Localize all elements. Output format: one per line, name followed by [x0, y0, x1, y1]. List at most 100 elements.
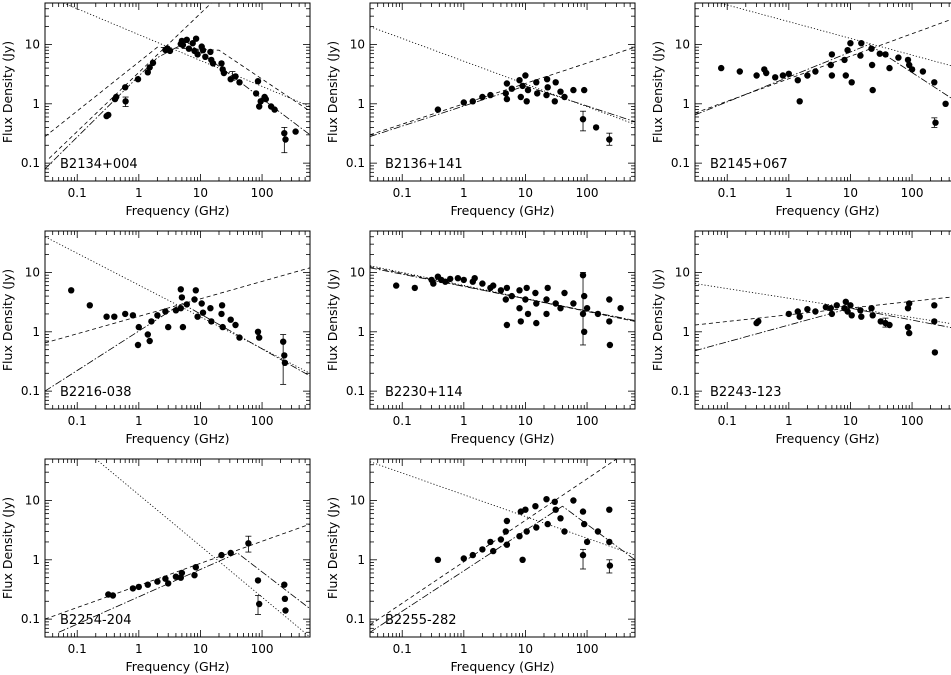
data-point: [192, 35, 200, 42]
data-point: [533, 300, 540, 307]
x-axis-title: Frequency (GHz): [126, 431, 230, 446]
data-point: [207, 48, 214, 56]
fit-line: [718, 3, 951, 67]
data-point: [544, 520, 551, 528]
data-point: [579, 116, 587, 123]
data-point: [129, 585, 137, 592]
data-point: [454, 275, 462, 282]
data-point: [847, 302, 854, 309]
data-point: [753, 72, 760, 79]
data-point: [503, 541, 511, 548]
y-tick-label: 10: [25, 265, 40, 279]
y-axis-title: Flux Density (Jy): [650, 269, 665, 371]
y-axis-title: Flux Density (Jy): [0, 41, 15, 143]
data-point: [848, 312, 855, 319]
plot-frame: [44, 230, 311, 410]
plot-frame: [694, 230, 951, 410]
data-point: [557, 88, 564, 95]
y-axis-title: Flux Density (Jy): [650, 41, 665, 143]
y-tick-label: 1: [32, 553, 40, 567]
data-point: [198, 300, 205, 307]
data-point: [111, 313, 118, 320]
x-tick-label: 100: [251, 414, 274, 428]
data-point: [256, 103, 263, 110]
y-tick-label: 10: [350, 265, 365, 279]
panel-label: B2255-282: [385, 613, 457, 628]
data-point: [129, 312, 137, 319]
data-point: [502, 528, 509, 535]
data-point: [508, 85, 515, 92]
data-point: [858, 40, 865, 47]
data-point: [828, 72, 836, 79]
data-point: [183, 36, 190, 43]
data-point: [557, 515, 564, 522]
data-point: [524, 86, 532, 94]
x-tick-label: 1: [135, 642, 143, 656]
x-tick-label: 100: [251, 186, 274, 200]
data-point: [519, 556, 526, 563]
data-point: [292, 128, 299, 135]
data-point: [796, 313, 803, 320]
data-point: [583, 538, 591, 546]
data-point: [177, 305, 184, 312]
data-point: [869, 312, 876, 319]
panel-label: B2216-038: [60, 385, 132, 400]
data-point: [772, 74, 779, 81]
fit-line: [695, 44, 951, 116]
y-axis-title: Flux Density (Jy): [0, 269, 15, 371]
x-axis-title: Frequency (GHz): [776, 203, 880, 218]
data-point: [447, 275, 454, 283]
data-point: [148, 318, 155, 325]
plot-frame: [44, 458, 311, 638]
x-tick-label: 1: [785, 186, 793, 200]
data-point: [207, 305, 214, 312]
data-point: [165, 323, 172, 331]
data-point: [122, 310, 129, 318]
data-point: [533, 524, 540, 531]
data-point: [551, 498, 558, 505]
data-point: [393, 282, 400, 289]
data-point: [532, 289, 539, 297]
data-point: [232, 73, 239, 80]
y-tick-label: 0.1: [671, 384, 690, 398]
x-tick-label: 0.1: [68, 186, 87, 200]
data-point: [282, 607, 289, 614]
data-point: [931, 318, 938, 325]
data-point: [579, 310, 587, 318]
data-point: [479, 280, 486, 287]
y-tick-label: 10: [350, 37, 365, 51]
panel-label: B2134+004: [60, 157, 138, 172]
data-point: [183, 301, 190, 308]
data-point: [516, 77, 523, 84]
data-point: [904, 323, 912, 331]
fit-line: [370, 46, 635, 136]
data-point: [220, 69, 228, 77]
data-point: [471, 275, 478, 282]
data-point: [271, 106, 278, 113]
data-point: [606, 318, 613, 325]
data-point: [523, 98, 530, 105]
data-point: [763, 69, 770, 77]
x-tick-label: 0.1: [393, 414, 412, 428]
data-point: [579, 551, 587, 559]
y-tick-label: 1: [32, 97, 40, 111]
data-point: [904, 56, 912, 64]
fit-line: [695, 19, 951, 114]
data-point: [508, 292, 515, 300]
data-point: [561, 528, 568, 535]
data-point: [177, 286, 184, 293]
data-point: [199, 47, 207, 54]
plot-frame: [369, 2, 636, 182]
x-tick-label: 1: [135, 414, 143, 428]
data-point: [533, 319, 540, 327]
data-point: [503, 95, 511, 103]
data-point: [551, 98, 558, 105]
x-tick-label: 10: [193, 642, 208, 656]
data-point: [503, 284, 511, 292]
y-axis-title: Flux Density (Jy): [325, 269, 340, 371]
fit-line: [370, 26, 635, 125]
data-point: [172, 573, 180, 580]
data-point: [532, 503, 539, 510]
data-point: [113, 93, 120, 101]
plot-frame: [369, 230, 636, 410]
